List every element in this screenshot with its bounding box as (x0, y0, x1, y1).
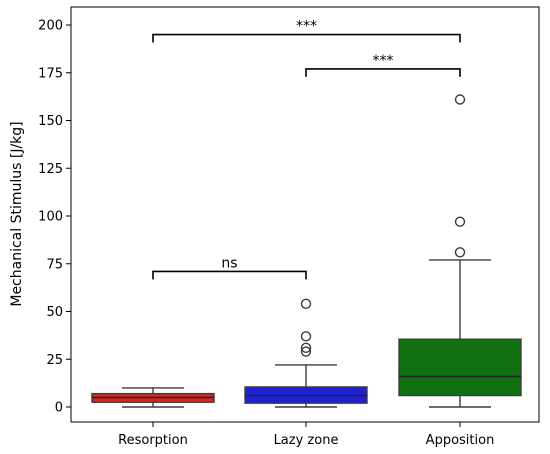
box-group (244, 298, 368, 408)
y-tick-label: 25 (46, 353, 63, 368)
y-tick-label: 125 (38, 162, 63, 177)
significance-brackets: ns *** *** (152, 19, 461, 280)
x-tick-label: Lazy zone (274, 433, 339, 448)
y-tick-label: 175 (38, 66, 63, 81)
y-tick-label: 150 (38, 114, 63, 129)
outlier-point (454, 216, 466, 227)
boxes (91, 94, 522, 408)
outlier-point (454, 247, 466, 258)
y-tick-label: 100 (38, 210, 63, 225)
outlier-point (300, 298, 312, 310)
bracket-line (152, 270, 307, 280)
y-axis-label: Mechanical Stimulus [J/kg] (9, 121, 25, 306)
box (398, 338, 522, 397)
significance-bracket: ns (152, 255, 307, 280)
x-axis: Resorption Lazy zone Apposition (118, 422, 494, 448)
y-tick-label: 50 (46, 305, 63, 320)
significance-bracket: *** (305, 53, 461, 77)
outlier-point (300, 346, 312, 357)
significance-label: ns (221, 255, 237, 271)
box-group (91, 387, 215, 408)
plot-frame (70, 6, 540, 423)
outlier-point (300, 331, 312, 342)
box-group (398, 94, 522, 408)
x-tick-label: Resorption (118, 433, 188, 448)
y-axis: 0 25 50 75 100 125 150 175 200 (38, 19, 71, 416)
y-tick-label: 200 (38, 19, 63, 34)
significance-label: *** (296, 19, 317, 35)
x-tick-label: Apposition (426, 433, 495, 448)
outlier-point (454, 94, 466, 105)
y-tick-label: 0 (55, 401, 63, 416)
outlier-point (300, 342, 312, 353)
bracket-line (152, 33, 461, 43)
significance-bracket: *** (152, 19, 461, 43)
bracket-line (305, 68, 461, 77)
y-tick-label: 75 (46, 257, 63, 272)
significance-label: *** (373, 53, 394, 69)
